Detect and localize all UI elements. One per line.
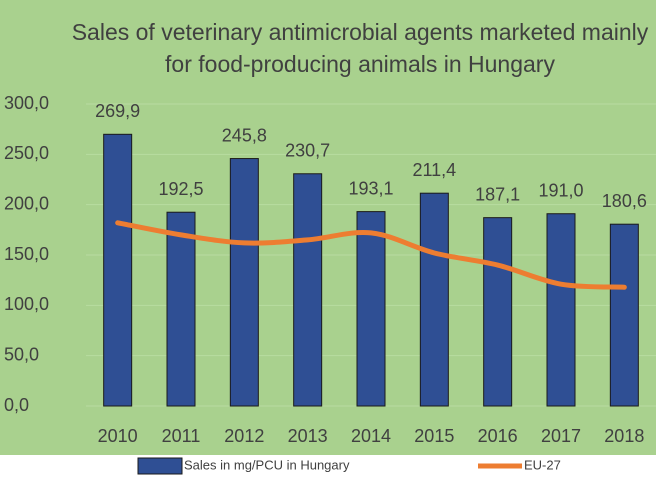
data-label: 193,1 — [348, 178, 393, 198]
bar — [546, 213, 576, 407]
bar — [229, 158, 259, 407]
y-tick-label: 200,0 — [4, 193, 49, 213]
data-label: 191,0 — [538, 180, 583, 200]
data-label: 245,8 — [222, 125, 267, 145]
bar — [483, 217, 513, 407]
chart-title: Sales of veterinary antimicrobial agents… — [71, 19, 649, 77]
y-tick-label: 300,0 — [4, 93, 49, 113]
legend-label: EU-27 — [524, 457, 561, 472]
data-label: 180,6 — [602, 191, 647, 211]
y-tick-label: 50,0 — [4, 344, 39, 364]
x-tick-label: 2013 — [288, 426, 328, 446]
data-label: 230,7 — [285, 141, 330, 161]
x-tick-label: 2014 — [351, 426, 391, 446]
x-tick-label: 2017 — [541, 426, 581, 446]
bar — [166, 211, 196, 407]
bar — [103, 133, 133, 407]
bar — [419, 192, 449, 407]
legend-swatch — [137, 457, 183, 475]
bar — [293, 173, 323, 407]
bar — [609, 223, 639, 407]
x-tick-label: 2018 — [604, 426, 644, 446]
data-label: 269,9 — [95, 101, 140, 121]
data-label: 192,5 — [158, 179, 203, 199]
x-tick-label: 2010 — [98, 426, 138, 446]
y-tick-label: 150,0 — [4, 244, 49, 264]
y-tick-label: 250,0 — [4, 143, 49, 163]
x-tick-label: 2015 — [414, 426, 454, 446]
x-tick-label: 2016 — [478, 426, 518, 446]
y-tick-label: 100,0 — [4, 294, 49, 314]
data-label: 211,4 — [412, 160, 456, 180]
legend-label: Sales in mg/PCU in Hungary — [184, 457, 350, 472]
x-tick-label: 2011 — [162, 426, 201, 446]
y-tick-label: 0,0 — [4, 395, 29, 415]
x-tick-label: 2012 — [224, 426, 264, 446]
data-label: 187,1 — [475, 184, 520, 204]
bar — [356, 211, 386, 407]
line — [115, 220, 627, 290]
